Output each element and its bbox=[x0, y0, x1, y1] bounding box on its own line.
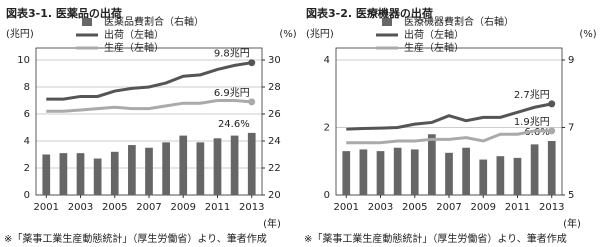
y2-tick-label: 7 bbox=[568, 123, 574, 134]
y2-tick-label: 26 bbox=[268, 109, 281, 120]
bar bbox=[128, 145, 136, 195]
y2-tick-label: 9 bbox=[568, 55, 574, 66]
x-tick-label: 2007 bbox=[436, 202, 461, 213]
x-tick-label: 2011 bbox=[205, 202, 230, 213]
y-tick-label: 0 bbox=[24, 190, 30, 201]
bar bbox=[42, 154, 51, 195]
bar bbox=[196, 142, 205, 195]
x-tick-label: 2009 bbox=[171, 202, 196, 213]
bar bbox=[428, 134, 436, 195]
bar bbox=[445, 152, 453, 195]
y2-tick-label: 30 bbox=[268, 55, 281, 66]
bar bbox=[59, 153, 68, 195]
x-tick-label: 2003 bbox=[368, 202, 393, 213]
bar bbox=[393, 147, 402, 195]
y-axis-label: (兆円) bbox=[6, 28, 34, 40]
legend-label: 医薬品費割合（右軸） bbox=[104, 15, 204, 28]
end-marker bbox=[548, 127, 556, 135]
bar bbox=[213, 138, 222, 195]
y-tick-label: 0 bbox=[324, 190, 330, 201]
end-marker bbox=[548, 100, 556, 108]
bar bbox=[247, 132, 256, 195]
x-tick-label: 2005 bbox=[102, 202, 127, 213]
legend-label: 医療機器費割合（右軸） bbox=[404, 15, 514, 28]
x-tick-label: 2007 bbox=[136, 202, 161, 213]
value-label: 9.8兆円 bbox=[214, 48, 250, 60]
y-tick-label: 4 bbox=[24, 136, 30, 147]
legend-swatch bbox=[382, 18, 392, 26]
x-axis-label: (年) bbox=[263, 217, 281, 230]
x-tick-label: 2005 bbox=[402, 202, 427, 213]
bar bbox=[76, 153, 85, 195]
y-axis-label: (兆円) bbox=[306, 28, 334, 40]
legend-label: 出荷（左軸） bbox=[104, 28, 164, 41]
value-label: 24.6% bbox=[218, 119, 250, 130]
bar bbox=[479, 159, 488, 195]
y-tick-label: 4 bbox=[324, 55, 330, 66]
bar bbox=[230, 135, 239, 195]
chart-title: 図表3-2. 医療機器の出荷 bbox=[306, 6, 433, 20]
legend-label: 生産（左軸） bbox=[104, 41, 164, 54]
bar bbox=[513, 157, 522, 195]
y2-tick-label: 5 bbox=[568, 190, 574, 201]
bar bbox=[162, 142, 170, 195]
end-marker bbox=[248, 98, 256, 106]
bar bbox=[359, 149, 368, 195]
bar bbox=[110, 151, 119, 195]
bar bbox=[496, 156, 505, 195]
bar bbox=[462, 147, 470, 195]
line bbox=[46, 61, 252, 101]
y2-axis-label: (%) bbox=[579, 29, 596, 40]
line bbox=[46, 99, 252, 113]
bar bbox=[145, 147, 153, 195]
end-marker bbox=[248, 59, 256, 67]
legend-swatch bbox=[82, 18, 92, 26]
bar bbox=[530, 144, 539, 195]
footnote: ※「薬事工業生産動態統計」（厚生労働省）より、筆者作成 bbox=[304, 232, 567, 245]
value-label: 6.9兆円 bbox=[214, 87, 250, 99]
x-tick-label: 2003 bbox=[68, 202, 93, 213]
y2-tick-label: 24 bbox=[268, 136, 281, 147]
y2-tick-label: 28 bbox=[268, 82, 281, 93]
y-tick-label: 8 bbox=[24, 82, 30, 93]
x-tick-label: 2009 bbox=[471, 202, 496, 213]
x-tick-label: 2013 bbox=[539, 202, 564, 213]
bar bbox=[342, 151, 351, 195]
value-label: 1.9兆円 bbox=[514, 116, 550, 128]
legend-label: 出荷（左軸） bbox=[404, 28, 464, 41]
y-tick-label: 2 bbox=[24, 163, 30, 174]
footnote: ※「薬事工業生産動態統計」（厚生労働省）より、筆者作成 bbox=[4, 232, 267, 245]
x-tick-label: 2013 bbox=[239, 202, 264, 213]
legend-label: 生産（左軸） bbox=[404, 41, 464, 54]
bar bbox=[410, 149, 419, 195]
y2-tick-label: 22 bbox=[268, 163, 281, 174]
y-tick-label: 6 bbox=[24, 109, 30, 120]
bar bbox=[179, 135, 188, 195]
x-axis-label: (年) bbox=[563, 217, 581, 230]
x-tick-label: 2001 bbox=[34, 202, 59, 213]
y-tick-label: 2 bbox=[324, 123, 330, 134]
x-tick-label: 2001 bbox=[334, 202, 359, 213]
line bbox=[346, 102, 553, 131]
y2-tick-label: 20 bbox=[268, 190, 281, 201]
value-label: 2.7兆円 bbox=[514, 89, 550, 101]
bar bbox=[376, 151, 385, 195]
chart-title: 図表3-1. 医薬品の出荷 bbox=[6, 6, 122, 20]
bar bbox=[547, 141, 556, 195]
line bbox=[346, 129, 552, 145]
value-label: 6.6% bbox=[524, 127, 549, 138]
x-tick-label: 2011 bbox=[505, 202, 530, 213]
y2-axis-label: (%) bbox=[279, 29, 296, 40]
y-tick-label: 10 bbox=[17, 55, 30, 66]
bar bbox=[93, 158, 102, 195]
